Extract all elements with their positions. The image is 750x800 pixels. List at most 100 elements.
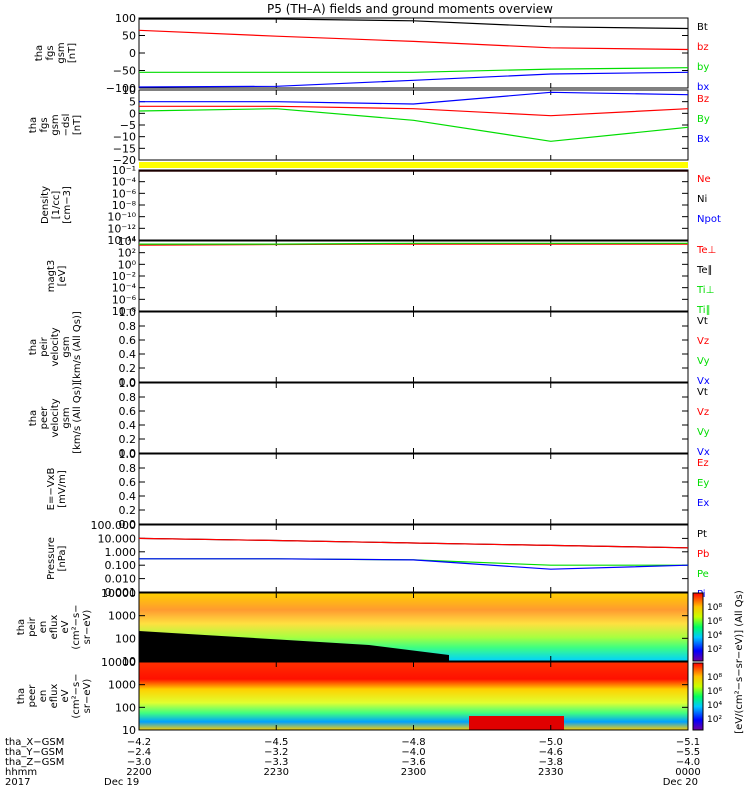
colorbar-tick: 10⁸ — [707, 603, 722, 613]
y-axis-label: magt3 — [46, 260, 57, 293]
colorbar-tick: 10⁶ — [707, 687, 722, 697]
legend-ey: Ey — [697, 478, 709, 489]
y-axis-label: tha — [16, 688, 27, 704]
series-ti⊥ — [139, 242, 688, 245]
legend-vz: Vz — [697, 407, 709, 418]
x-row-label: tha_Z−GSM — [5, 757, 64, 768]
y-tick-label: 0.6 — [119, 476, 137, 489]
series-bz — [138, 29, 689, 51]
y-axis-label: [eV] — [57, 266, 68, 287]
y-tick-label: 10⁻⁶ — [112, 187, 137, 200]
legend-pt: Pt — [697, 529, 707, 540]
y-tick-label: 10⁻⁶ — [112, 293, 137, 306]
y-axis-label: sr−eV) — [82, 610, 93, 645]
legend-vy: Vy — [697, 356, 710, 367]
y-tick-label: 0.6 — [119, 334, 137, 347]
y-tick-label: 0.001 — [105, 586, 137, 599]
colorbar-tick: 10⁴ — [707, 631, 722, 641]
y-axis-label: eV — [60, 689, 71, 702]
y-axis-label: tha — [28, 117, 39, 133]
x-tick-value: 2200 — [126, 767, 151, 778]
y-axis-label: velocity — [50, 398, 61, 437]
electron-spectrogram-hot-patch — [469, 716, 564, 730]
panel-peir-en: 10000 1000 100 10 tha peir en eflux eV (cm²−s− sr−… — [16, 587, 689, 668]
y-tick-label: 1.000 — [105, 546, 137, 559]
x-tick-value: −4.5 — [264, 737, 288, 748]
x-tick-value: 2230 — [264, 767, 289, 778]
y-tick-label: 0.100 — [105, 559, 137, 572]
y-axis-label: [km/s (All Qs)] — [72, 382, 83, 454]
x-row-label: tha_Y−GSM — [5, 747, 64, 758]
y-axis-label: gsm — [61, 336, 72, 357]
y-tick-label: 1.0 — [119, 448, 137, 461]
y-tick-label: 0 — [129, 47, 136, 60]
y-axis-label: [km/s (All Qs)] — [72, 311, 83, 383]
legend-ti⊥: Ti⊥ — [696, 285, 714, 296]
series-by — [139, 67, 689, 73]
y-axis-label: tha — [28, 339, 39, 355]
x-tick-value: −3.3 — [264, 757, 288, 768]
y-tick-label: 50 — [122, 30, 136, 43]
y-axis-label: fgs — [45, 45, 56, 60]
y-tick-label: 10² — [118, 247, 136, 260]
y-axis-label: gsm — [61, 407, 72, 428]
y-tick-label: 0.4 — [119, 419, 137, 432]
colorbar-tick: 10⁴ — [707, 701, 722, 711]
y-axis-label: eV — [60, 620, 71, 633]
y-tick-label: 0.2 — [119, 504, 137, 517]
y-tick-label: 10⁻¹² — [107, 222, 136, 235]
legend-ex: Ex — [697, 498, 709, 509]
colorbar-label: [eV/(cm²−s−sr−eV)] (All Qs) — [734, 590, 745, 734]
y-tick-label: −100 — [106, 82, 136, 95]
y-axis-label: [cm−3] — [62, 186, 73, 224]
x-row-label: hhmm — [5, 767, 37, 778]
y-tick-label: 10⁻⁸ — [112, 199, 137, 212]
legend-vx: Vx — [697, 447, 710, 458]
y-tick-label: 10⁻¹ — [112, 164, 136, 177]
x-tick-value: 2300 — [401, 767, 426, 778]
y-tick-label: 0.4 — [119, 348, 137, 361]
y-tick-label: 100 — [115, 12, 136, 25]
x-row-label: tha_X−GSM — [5, 737, 64, 748]
y-tick-label: 100 — [115, 632, 136, 645]
y-axis-label: peer — [39, 406, 50, 430]
y-tick-label: −20 — [113, 154, 136, 167]
panel-frame — [138, 17, 689, 89]
ion-spectrogram-low-counts — [139, 631, 449, 661]
series-bx — [138, 71, 689, 88]
x-tick-value: −5.0 — [539, 737, 563, 748]
y-axis-label: [nT] — [67, 43, 78, 63]
y-axis-label: [nPa] — [57, 545, 68, 571]
x-tick-value: −3.0 — [127, 757, 151, 768]
legend-bz: Bz — [697, 94, 709, 105]
y-tick-label: 0.8 — [119, 391, 137, 404]
y-tick-label: −50 — [113, 65, 136, 78]
y-axis-label: [mV/m] — [57, 470, 68, 508]
x-tick-value: −4.6 — [539, 747, 563, 758]
x-tick-value: 0000 — [675, 767, 700, 778]
colorbar-tick: 10⁶ — [707, 617, 722, 627]
y-axis-label: [1/cc] — [51, 191, 62, 220]
legend-bt: Bt — [697, 22, 708, 33]
legend-vx: Vx — [697, 376, 710, 387]
x-tick-value: −3.6 — [401, 757, 425, 768]
y-tick-label: 0.2 — [119, 362, 137, 375]
colorbar-lower — [692, 662, 704, 731]
y-axis-label: peir — [39, 336, 50, 356]
x-tick-value: −4.8 — [401, 737, 425, 748]
y-tick-label: 0.2 — [119, 433, 137, 446]
colorbar-tick: 10⁸ — [707, 673, 722, 683]
legend-te∥: Te∥ — [696, 265, 713, 276]
series-bz — [139, 105, 689, 117]
y-tick-label: 100 — [115, 701, 136, 714]
series-bt — [139, 18, 689, 30]
colorbar-tick: 10² — [707, 645, 722, 655]
y-axis-label: gsm — [50, 114, 61, 135]
legend-ez: Ez — [697, 458, 709, 469]
plot-title: P5 (TH–A) fields and ground moments over… — [267, 2, 553, 16]
x-tick-value: −2.4 — [127, 747, 151, 758]
y-axis-label: (cm²−s− — [71, 673, 82, 718]
y-axis-label: en — [38, 621, 49, 634]
